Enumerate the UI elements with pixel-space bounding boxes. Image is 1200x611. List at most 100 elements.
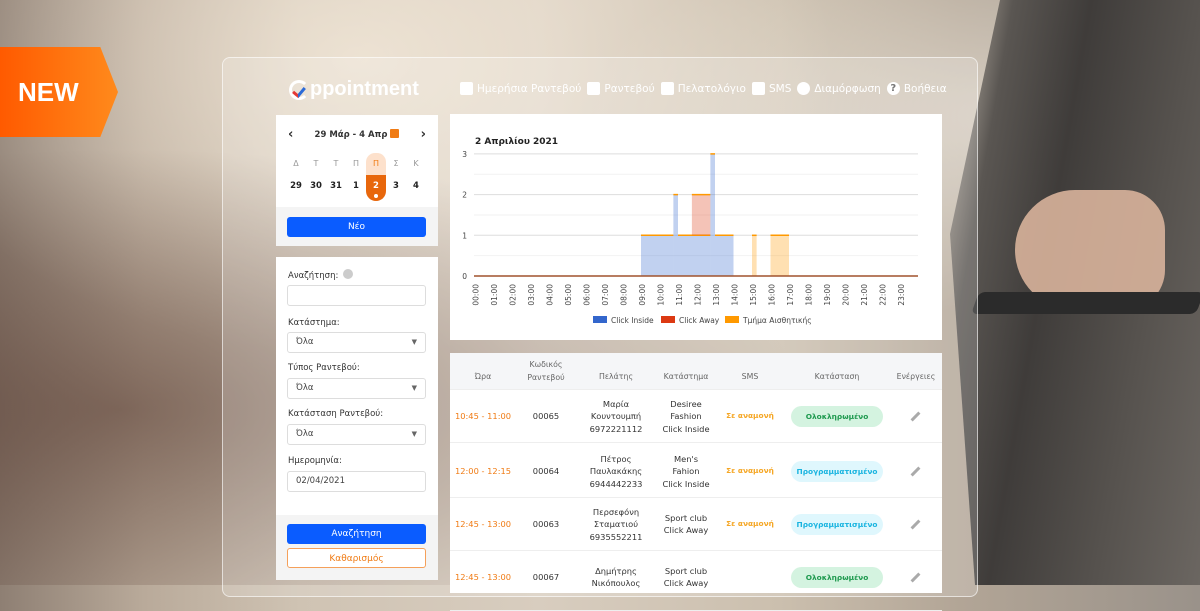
type-value: Όλα xyxy=(296,383,314,393)
day-30[interactable]: 30 xyxy=(310,181,322,191)
nav-item-3[interactable]: SMS xyxy=(751,82,792,95)
x-tick-label: 18:00 xyxy=(805,284,814,306)
area-segment-click-inside[interactable] xyxy=(673,194,678,276)
day-1[interactable]: 1 xyxy=(353,181,359,191)
edit-pencil-icon[interactable] xyxy=(910,572,921,583)
day-31[interactable]: 31 xyxy=(330,181,342,191)
nav-label: SMS xyxy=(768,82,792,95)
nav-item-5[interactable]: ? Βοήθεια xyxy=(886,82,947,95)
prev-week-button[interactable]: ‹ xyxy=(288,126,294,142)
day-29[interactable]: 29 xyxy=(290,181,302,191)
x-tick-label: 16:00 xyxy=(768,284,777,306)
store-cell: Click Away xyxy=(663,578,709,589)
code-cell: 00065 xyxy=(532,411,560,421)
client-cell: Κουντουμπή xyxy=(590,411,642,421)
client-cell: Πέτρος xyxy=(600,453,632,464)
edit-pencil-icon[interactable] xyxy=(910,519,921,530)
nav-label: Ραντεβού xyxy=(604,82,655,95)
area-segment-τμήμα-αισθητικής[interactable] xyxy=(752,235,757,276)
app-logo[interactable]: ppointment xyxy=(289,78,419,101)
status-label: Κατάσταση Ραντεβού: xyxy=(288,409,384,419)
week-range: 29 Μάρ - 4 Απρ xyxy=(314,129,388,140)
x-tick-label: 08:00 xyxy=(620,284,629,306)
x-tick-label: 15:00 xyxy=(749,284,758,306)
x-tick-label: 04:00 xyxy=(546,284,555,306)
column-header: Κωδικός Ραντεβού xyxy=(527,360,565,382)
logo-text: ppointment xyxy=(310,78,419,100)
filters-footer: Αναζήτηση Καθαρισμός xyxy=(276,515,438,580)
x-tick-label: 09:00 xyxy=(638,284,647,306)
date-input[interactable]: 02/04/2021 xyxy=(287,471,426,492)
chart-title: 2 Απριλίου 2021 xyxy=(475,136,558,147)
store-cell: Sport club xyxy=(664,512,708,523)
area-segment-τμήμα-αισθητικής[interactable] xyxy=(770,235,790,276)
weekday-label: Τ xyxy=(333,159,339,168)
nav-item-2[interactable]: Πελατολόγιο xyxy=(660,82,746,95)
store-select[interactable]: Όλα ▼ xyxy=(287,332,426,353)
nav-label: Ημερήσια Ραντεβού xyxy=(477,82,582,95)
new-appointment-button[interactable]: Νέο xyxy=(287,217,426,237)
legend-swatch xyxy=(725,316,739,323)
code-cell: 00067 xyxy=(532,572,560,582)
client-cell: Περσεφόνη xyxy=(592,506,640,517)
legend-label: Click Away xyxy=(679,316,720,325)
edit-pencil-icon[interactable] xyxy=(910,466,921,477)
client-cell: Παυλακάκης xyxy=(589,466,643,476)
search-input[interactable] xyxy=(287,285,426,306)
day-2[interactable]: 2 xyxy=(366,175,386,201)
nav-item-1[interactable]: Ραντεβού xyxy=(587,82,655,95)
client-cell: 6944442233 xyxy=(589,478,643,489)
status-badge: Ολοκληρωμένο xyxy=(791,406,883,427)
area-segment-click-inside[interactable] xyxy=(710,153,715,276)
column-header: Ώρα xyxy=(474,372,492,381)
status-badge: Ολοκληρωμένο xyxy=(791,567,883,588)
nav-item-0[interactable]: Ημερήσια Ραντεβού xyxy=(460,82,581,95)
legend-label: Click Inside xyxy=(611,316,654,325)
type-label: Τύπος Ραντεβού: xyxy=(288,363,360,373)
x-tick-label: 23:00 xyxy=(897,284,906,306)
help-icon: ? xyxy=(886,82,900,95)
store-cell: Fashion xyxy=(670,411,702,421)
y-tick-label: 0 xyxy=(462,272,467,281)
sms-status: Σε αναμονή xyxy=(726,411,774,420)
appointments-chart: 2 Απριλίου 2021 0 1 2 3 00:00 01:00 02:00 03:00 0… xyxy=(450,114,942,340)
chevron-down-icon: ▼ xyxy=(411,338,417,346)
store-cell: Click Inside xyxy=(662,423,710,434)
y-tick-label: 1 xyxy=(462,231,467,240)
next-week-button[interactable]: › xyxy=(420,126,426,142)
table-row[interactable]: 12:45 - 13:00 00067 Δημήτρης Νικόπουλος Spor… xyxy=(450,551,942,611)
nav-item-4[interactable]: Διαμόρφωση xyxy=(797,82,881,95)
main-nav: Ημερήσια Ραντεβού Ραντεβού Πελατολόγιο SMS Δ… xyxy=(460,82,947,95)
area-segment-click-inside[interactable] xyxy=(678,235,711,276)
area-segment-click-inside[interactable] xyxy=(641,235,674,276)
date-label: Ημερομηνία: xyxy=(288,456,342,466)
status-select[interactable]: Όλα ▼ xyxy=(287,424,426,445)
store-cell: Sport club xyxy=(664,565,708,576)
time-cell: 10:45 - 11:00 xyxy=(454,411,512,421)
filters-panel: Αναζήτηση: Κατάστημα: Όλα ▼ Τύπος Ραντεβο… xyxy=(276,257,438,580)
edit-pencil-icon[interactable] xyxy=(910,411,921,422)
search-button[interactable]: Αναζήτηση xyxy=(287,524,426,544)
x-tick-label: 10:00 xyxy=(657,284,666,306)
calendar-picker-icon[interactable] xyxy=(390,128,400,138)
status-badge: Προγραμματισμένο xyxy=(791,461,883,482)
area-segment-click-away[interactable] xyxy=(691,194,711,236)
x-tick-label: 07:00 xyxy=(601,284,610,306)
column-header: Κατάσταση xyxy=(814,372,860,381)
x-tick-label: 03:00 xyxy=(527,284,536,306)
day-4[interactable]: 4 xyxy=(413,181,419,191)
x-tick-label: 11:00 xyxy=(675,284,684,306)
day-3[interactable]: 3 xyxy=(393,181,399,191)
background-hand xyxy=(1015,190,1165,310)
time-cell: 12:45 - 13:00 xyxy=(454,572,512,582)
clear-button[interactable]: Καθαρισμός xyxy=(287,548,426,568)
x-tick-label: 12:00 xyxy=(694,284,703,306)
info-icon[interactable] xyxy=(343,269,354,279)
area-segment-click-inside[interactable] xyxy=(715,235,734,276)
calendar-footer: Νέο xyxy=(276,207,438,246)
table-row[interactable]: 12:45 - 13:00 00063 Περσεφόνη Σταματιού 6935… xyxy=(450,498,942,551)
table-row[interactable]: 12:00 - 12:15 00064 Πέτρος Παυλακάκης 694444… xyxy=(450,445,942,498)
x-tick-label: 06:00 xyxy=(583,284,592,306)
table-row[interactable]: 10:45 - 11:00 00065 Μαρία Κουντουμπή 6972221… xyxy=(450,390,942,443)
type-select[interactable]: Όλα ▼ xyxy=(287,378,426,399)
